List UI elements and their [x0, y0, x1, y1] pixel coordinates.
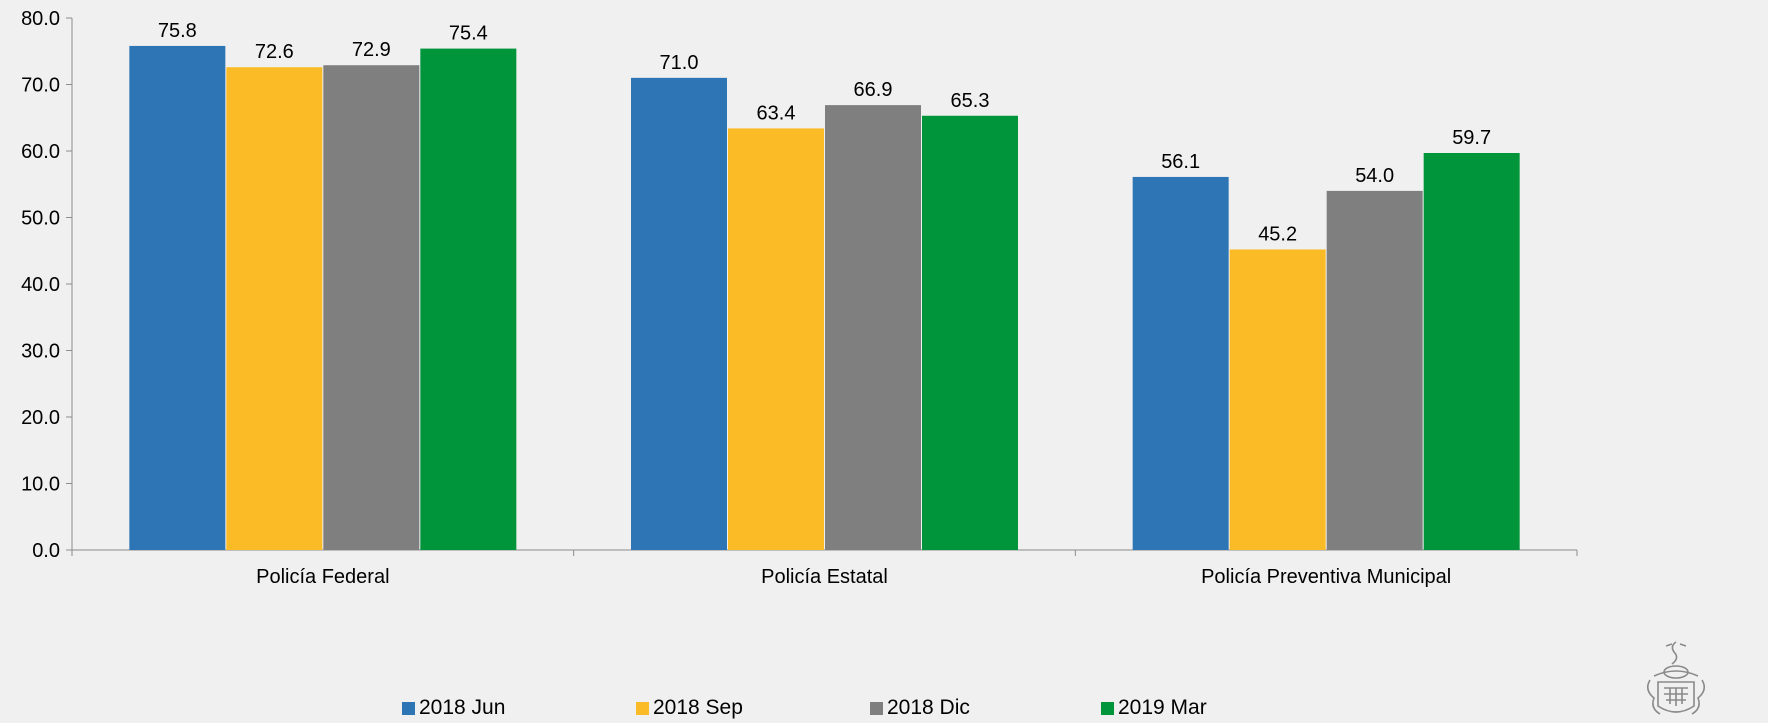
- x-axis: Policía Federal Policía Estatal Policía Pr…: [71, 549, 1578, 588]
- bar: [323, 65, 420, 550]
- legend-label: 2018 Sep: [653, 696, 743, 719]
- legend-swatch: [870, 701, 883, 715]
- data-label: 63.4: [757, 102, 796, 124]
- y-tick-label: 10.0: [21, 474, 60, 496]
- y-tick-label: 80.0: [21, 8, 60, 30]
- bar: [825, 105, 921, 551]
- data-label: 72.9: [352, 39, 391, 61]
- data-label: 45.2: [1258, 223, 1297, 245]
- bar: [1423, 152, 1520, 550]
- legend-item: 2018 Jun: [402, 696, 505, 720]
- legend-swatch: [1101, 701, 1114, 715]
- bar: [631, 77, 727, 550]
- legend-item: 2018 Dic: [870, 696, 970, 720]
- data-label: 65.3: [951, 90, 990, 112]
- y-tick-label: 30.0: [21, 341, 60, 363]
- bar: [129, 45, 226, 551]
- data-labels: 75.8 72.6 72.9 75.4 71.0 63.4 66.9 65.3 56.1 45.2…: [158, 20, 1491, 245]
- legend-swatch: [636, 701, 649, 715]
- data-label: 59.7: [1452, 127, 1491, 149]
- bars: [129, 45, 1520, 551]
- data-label: 72.6: [255, 41, 294, 63]
- bar: [728, 128, 824, 550]
- legend: 2018 Jun 2018 Sep 2018 Dic 2019 Mar: [0, 688, 1768, 720]
- legend-label: 2018 Dic: [887, 696, 970, 719]
- data-label: 75.8: [158, 20, 197, 42]
- y-tick-label: 40.0: [21, 274, 60, 296]
- bar: [226, 67, 323, 551]
- legend-item: 2019 Mar: [1101, 696, 1207, 720]
- y-tick-label: 60.0: [21, 141, 60, 163]
- bar: [922, 115, 1018, 550]
- data-label: 66.9: [854, 79, 893, 101]
- data-label: 54.0: [1355, 165, 1394, 187]
- y-tick-label: 0.0: [32, 540, 60, 562]
- x-category-label: Policía Federal: [256, 566, 389, 588]
- y-axis: 0.0 10.0 20.0 30.0 40.0 50.0 60.0 70.0 80.0: [21, 8, 73, 562]
- data-label: 75.4: [449, 23, 488, 45]
- legend-swatch: [402, 701, 415, 715]
- x-category-label: Policía Estatal: [761, 566, 888, 588]
- y-tick-label: 70.0: [21, 75, 60, 97]
- x-category-label: Policía Preventiva Municipal: [1201, 566, 1451, 588]
- seal-icon: [1636, 636, 1716, 718]
- legend-item: 2018 Sep: [636, 696, 743, 720]
- data-label: 56.1: [1161, 151, 1200, 173]
- legend-label: 2018 Jun: [419, 696, 506, 719]
- y-tick-label: 50.0: [21, 208, 60, 230]
- data-label: 71.0: [660, 52, 699, 74]
- y-tick-label: 20.0: [21, 407, 60, 429]
- bar: [420, 48, 517, 551]
- bar: [1229, 249, 1326, 551]
- bar: [1326, 190, 1423, 550]
- legend-label: 2019 Mar: [1118, 696, 1207, 719]
- bar: [1132, 176, 1229, 550]
